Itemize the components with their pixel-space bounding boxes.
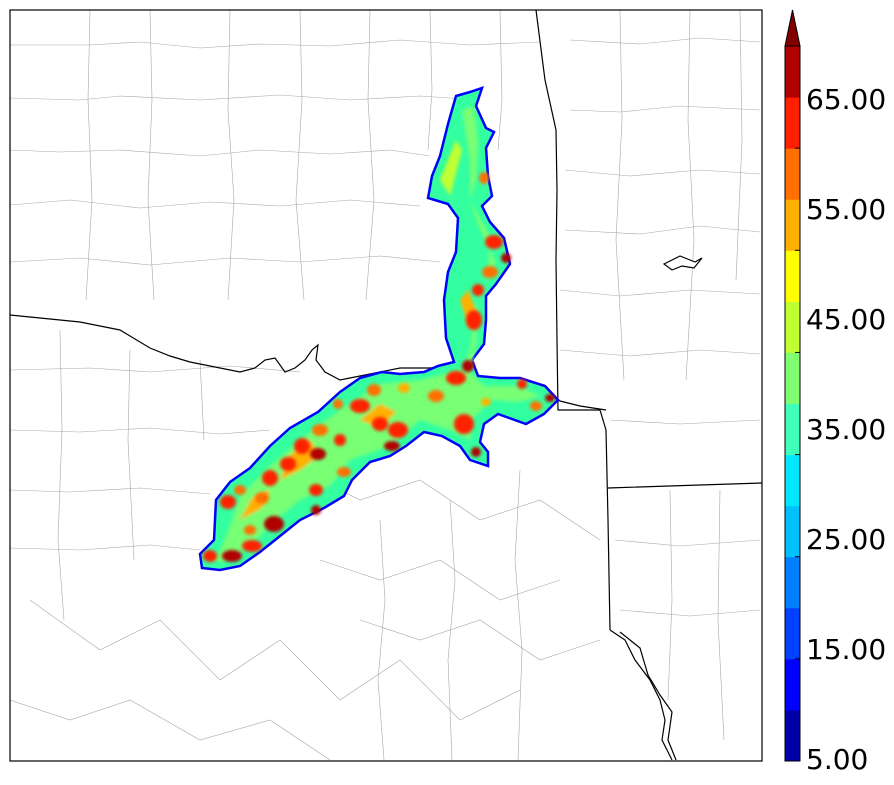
lake-shape bbox=[662, 255, 703, 271]
colorbar-segment bbox=[785, 301, 800, 353]
colorbar-tick-label: 15.00 bbox=[806, 633, 887, 666]
colorbar-segment bbox=[785, 658, 800, 711]
colorbar-segment bbox=[785, 250, 800, 302]
map-frame bbox=[9, 9, 763, 762]
colorbar-segment bbox=[785, 148, 800, 200]
colorbar-segment bbox=[785, 199, 800, 251]
colorbar bbox=[784, 9, 801, 762]
colorbar-segment bbox=[785, 607, 800, 660]
county-boundaries bbox=[10, 10, 761, 761]
colorbar-segment bbox=[785, 505, 800, 558]
colorbar-segment bbox=[785, 97, 800, 149]
colorbar-segment bbox=[785, 46, 800, 98]
colorbar-segment bbox=[785, 403, 800, 456]
colorbar-tick-label: 25.00 bbox=[806, 523, 887, 556]
colorbar-tick-label: 65.00 bbox=[806, 83, 887, 116]
colorbar-tick-label: 5.00 bbox=[806, 743, 869, 776]
colorbar-segment bbox=[785, 454, 800, 507]
colorbar-tick-label: 55.00 bbox=[806, 193, 887, 226]
colorbar-segment bbox=[785, 709, 800, 762]
colorbar-tick-label: 45.00 bbox=[806, 303, 887, 336]
colorbar-frame bbox=[784, 45, 801, 762]
intensity-cores bbox=[203, 172, 555, 562]
swath-field bbox=[198, 86, 560, 572]
colorbar-segment bbox=[785, 352, 800, 404]
colorbar-extend-arrow bbox=[784, 9, 801, 47]
colorbar-tick-label: 35.00 bbox=[806, 413, 887, 446]
colorbar-segment bbox=[785, 556, 800, 609]
